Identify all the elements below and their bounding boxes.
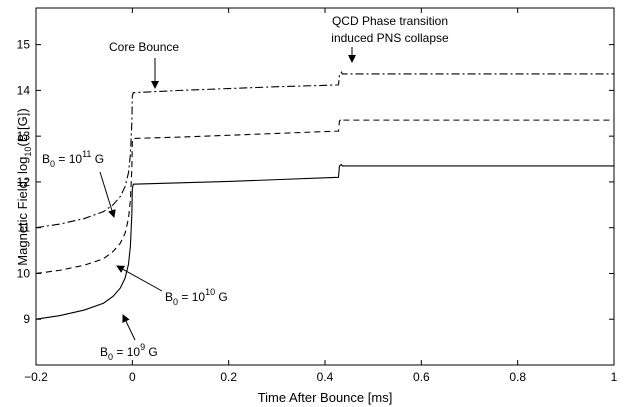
y-tick-label: 10: [17, 266, 31, 280]
x-tick-label: −0.2: [24, 370, 48, 384]
b0-1e11-label: B0 = 1011 G: [42, 149, 104, 169]
core-bounce-label: Core Bounce: [109, 40, 179, 54]
series-line-dashed: [35, 117, 614, 275]
b0-1e9-label: B0 = 109 G: [100, 342, 158, 362]
qcd-label-line2: induced PNS collapse: [331, 31, 449, 45]
b0-1e10-arrow: [116, 265, 163, 292]
x-tick-label: 0.6: [413, 370, 430, 384]
y-tick-label: 12: [17, 175, 31, 189]
x-axis-label: Time After Bounce [ms]: [258, 390, 393, 405]
x-tick-label: 0: [129, 370, 136, 384]
plot-frame: [35, 7, 615, 366]
x-tick-label: 0.4: [317, 370, 334, 384]
b0-1e9-arrow: [122, 314, 136, 341]
x-tick-label: 0.8: [509, 370, 526, 384]
y-tick-label: 11: [18, 221, 31, 235]
y-tick-label: 13: [17, 129, 31, 143]
b0-1e10-label: B0 = 1010 G: [165, 287, 228, 307]
y-tick-label: 15: [17, 38, 31, 52]
y-tick-label: 9: [23, 312, 30, 326]
series-line-dashdot: [35, 70, 614, 229]
axis-ticks: −0.2 0 0.2 0.4 0.6 0.8 1 9 10 11 12 13 14 15: [17, 8, 618, 384]
series-line-solid: [35, 163, 614, 320]
y-axis-label: Magnetic Field, log10(B [G]): [15, 108, 33, 265]
b0-1e11-arrow: [99, 171, 116, 218]
series-layer: [35, 70, 614, 320]
x-tick-label: 1: [611, 370, 618, 384]
x-tick-label: 0.2: [220, 370, 237, 384]
qcd-label-line1: QCD Phase transition: [332, 14, 448, 28]
y-tick-label: 14: [17, 83, 31, 97]
